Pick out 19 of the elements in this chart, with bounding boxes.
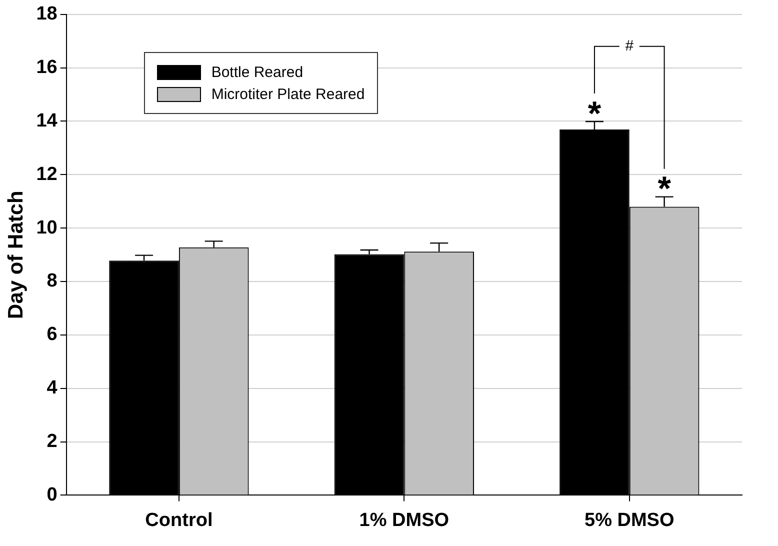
y-tick-label: 0	[46, 484, 58, 506]
y-tick-label: 2	[46, 431, 58, 452]
y-tick-label: 18	[36, 4, 58, 25]
y-tick-label: 6	[46, 324, 58, 346]
y-tick-label: 14	[36, 110, 58, 132]
legend-label: Microtiter Plate Reared	[211, 86, 365, 103]
y-tick-label: 8	[46, 270, 58, 292]
annotation: *	[588, 94, 602, 133]
x-tick-label: 1% DMSO	[359, 510, 450, 531]
y-tick-label: 4	[46, 378, 58, 399]
annotation: *	[658, 170, 672, 208]
y-tick-label: 16	[36, 57, 58, 78]
legend-label: Bottle Reared	[211, 64, 304, 81]
y-tick-label: 10	[36, 217, 58, 238]
x-tick-label: 5% DMSO	[584, 510, 674, 531]
annotation: #	[625, 38, 634, 55]
x-tick-label: Control	[145, 510, 213, 531]
y-tick-label: 12	[36, 164, 58, 185]
y-axis-title: Day of Hatch	[4, 190, 28, 319]
